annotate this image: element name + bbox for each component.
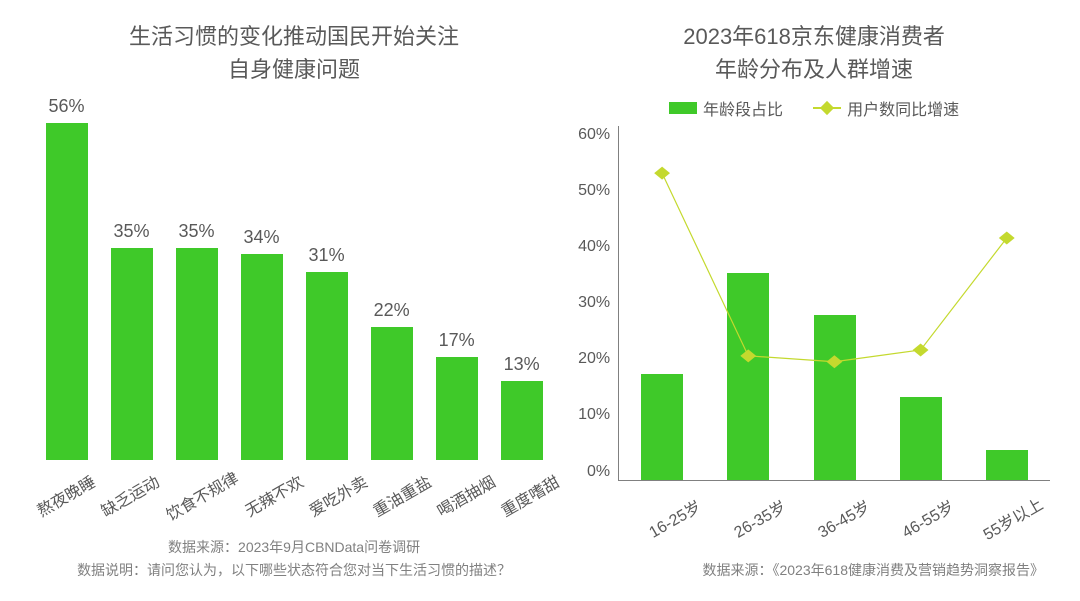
legend-bar-label: 年龄段占比 xyxy=(703,96,783,120)
left-bar-col: 13% xyxy=(489,96,554,460)
right-y-tick: 60% xyxy=(578,126,610,144)
right-x-tick: 46-55岁 xyxy=(877,472,970,549)
left-chart: 56% 35% 35% 34% 31% 22% 17% 13% 熬夜晚睡缺乏运动饮食不规律无辣… xyxy=(30,96,558,508)
right-y-tick: 10% xyxy=(578,406,610,424)
left-bar-value: 56% xyxy=(48,96,84,117)
right-line-marker xyxy=(654,167,670,180)
left-title: 生活习惯的变化推动国民开始关注 自身健康问题 xyxy=(30,20,558,86)
left-bar-value: 13% xyxy=(504,354,540,375)
legend-line-label: 用户数同比增速 xyxy=(847,96,959,120)
right-x-tick: 55岁以上 xyxy=(961,472,1054,549)
right-y-tick: 0% xyxy=(587,463,610,481)
left-bar xyxy=(306,272,348,460)
right-x-tick: 26-35岁 xyxy=(708,472,801,549)
left-bar xyxy=(436,357,478,460)
right-line-marker xyxy=(740,349,756,362)
right-chart: 60% 50% 40% 30% 20% 10% 0% 16-25岁26-35岁36-45岁4… xyxy=(578,126,1050,531)
right-x-tick: 36-45岁 xyxy=(793,472,886,549)
left-bar-col: 56% xyxy=(34,96,99,460)
left-bar-col: 34% xyxy=(229,96,294,460)
left-bar xyxy=(111,248,153,460)
left-panel: 生活习惯的变化推动国民开始关注 自身健康问题 56% 35% 35% 34% 31% 22… xyxy=(20,10,568,591)
left-bar xyxy=(501,381,543,460)
right-line-series xyxy=(619,126,1050,480)
right-footer-source: 数据来源：《2023年618健康消费及营销趋势洞察报告》 xyxy=(702,562,1044,578)
left-bar xyxy=(46,123,88,460)
right-y-tick: 20% xyxy=(578,350,610,368)
left-x-tick: 无辣不欢 xyxy=(233,457,307,522)
left-bar xyxy=(371,327,413,461)
right-panel: 2023年618京东健康消费者 年龄分布及人群增速 年龄段占比 用户数同比增速 … xyxy=(568,10,1060,591)
right-plot-area xyxy=(618,126,1050,481)
right-y-tick: 30% xyxy=(578,294,610,312)
left-x-tick: 重油重盐 xyxy=(361,457,435,522)
right-x-axis: 16-25岁26-35岁36-45岁46-55岁55岁以上 xyxy=(628,491,1050,531)
left-bar-value: 35% xyxy=(179,221,215,242)
left-bar-value: 35% xyxy=(114,221,150,242)
right-title-line1: 2023年618京东健康消费者 xyxy=(683,24,945,49)
right-y-tick: 40% xyxy=(578,238,610,256)
left-title-line1: 生活习惯的变化推动国民开始关注 xyxy=(129,24,459,49)
left-bar-col: 22% xyxy=(359,96,424,460)
left-bar-value: 31% xyxy=(309,245,345,266)
right-y-tick: 50% xyxy=(578,182,610,200)
right-line-marker xyxy=(999,231,1015,244)
left-x-tick: 喝酒抽烟 xyxy=(425,457,499,522)
left-x-tick: 缺乏运动 xyxy=(89,457,163,522)
right-plot-wrap: 60% 50% 40% 30% 20% 10% 0% xyxy=(578,126,1050,481)
right-footer: 数据来源：《2023年618健康消费及营销趋势洞察报告》 xyxy=(578,559,1050,581)
left-bar-col: 31% xyxy=(294,96,359,460)
left-bar-col: 35% xyxy=(99,96,164,460)
right-line xyxy=(662,173,1007,362)
legend-bar: 年龄段占比 xyxy=(669,96,783,120)
left-bar xyxy=(176,248,218,460)
left-bar-value: 22% xyxy=(374,300,410,321)
legend-bar-swatch xyxy=(669,102,697,114)
left-footer-note: 数据说明：请问您认为，以下哪些状态符合您对当下生活习惯的描述？ xyxy=(30,559,558,581)
left-x-tick: 重度嗜甜 xyxy=(489,457,563,522)
left-x-tick: 饮食不规律 xyxy=(154,453,242,526)
right-y-axis: 60% 50% 40% 30% 20% 10% 0% xyxy=(578,126,618,481)
left-footer: 数据来源：2023年9月CBNData问卷调研 数据说明：请问您认为，以下哪些状… xyxy=(30,536,558,581)
right-title: 2023年618京东健康消费者 年龄分布及人群增速 xyxy=(578,20,1050,86)
left-title-line2: 自身健康问题 xyxy=(228,57,360,82)
left-bar-value: 34% xyxy=(244,227,280,248)
left-x-axis: 熬夜晚睡缺乏运动饮食不规律无辣不欢爱吃外卖重油重盐喝酒抽烟重度嗜甜 xyxy=(30,470,558,508)
left-bar-value: 17% xyxy=(439,330,475,351)
left-x-tick: 熬夜晚睡 xyxy=(25,457,99,522)
right-line-marker xyxy=(913,343,929,356)
legend-line-swatch xyxy=(813,107,841,109)
right-line-marker xyxy=(827,355,843,368)
left-bar xyxy=(241,254,283,460)
right-x-tick: 16-25岁 xyxy=(624,472,717,549)
left-bar-col: 35% xyxy=(164,96,229,460)
right-title-line2: 年龄分布及人群增速 xyxy=(715,57,913,82)
left-plot-area: 56% 35% 35% 34% 31% 22% 17% 13% xyxy=(30,96,558,460)
right-legend: 年龄段占比 用户数同比增速 xyxy=(578,96,1050,120)
left-footer-source: 数据来源：2023年9月CBNData问卷调研 xyxy=(30,536,558,558)
legend-line: 用户数同比增速 xyxy=(813,96,959,120)
left-x-tick: 爱吃外卖 xyxy=(297,457,371,522)
left-bar-col: 17% xyxy=(424,96,489,460)
